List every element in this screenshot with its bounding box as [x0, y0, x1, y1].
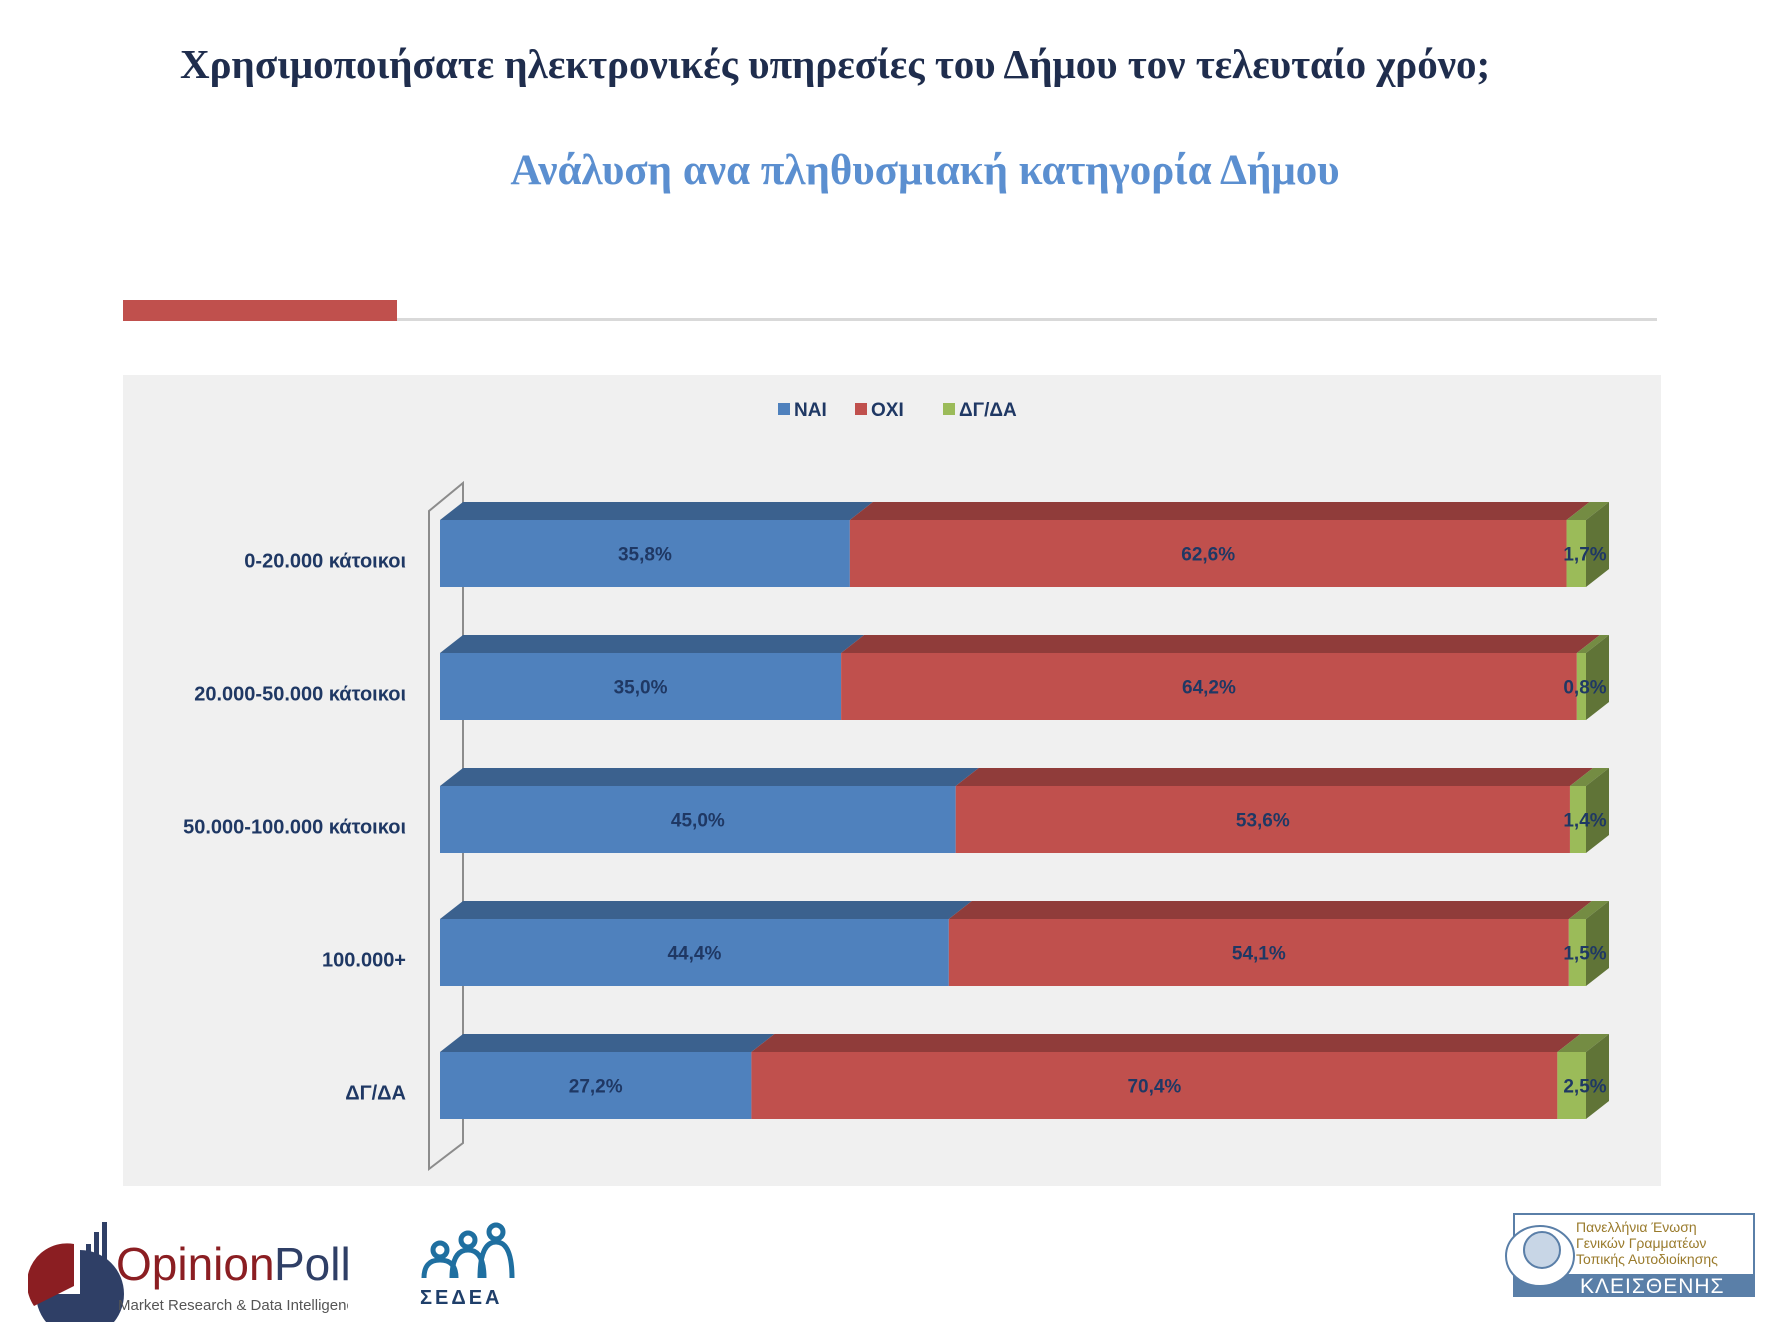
bar-side-face	[1586, 1034, 1609, 1119]
opinionpoll-tagline: Market Research & Data Intelligence	[118, 1297, 348, 1314]
bar-segment	[849, 520, 1567, 587]
sedea-logo: ΣΕΔΕΑ	[418, 1220, 538, 1310]
opinionpoll-name-part1: Opinion	[116, 1238, 275, 1290]
category-label: 20.000-50.000 κάτοικοι	[194, 684, 406, 706]
opinionpoll-logo-graphic: Opinion Poll Market Research & Data Inte…	[26, 1222, 362, 1332]
bar-top-face	[440, 635, 865, 653]
data-label: 70,4%	[1127, 1077, 1181, 1098]
divider-line	[397, 318, 1657, 321]
data-label: 35,8%	[618, 545, 672, 566]
bar-top-face	[1576, 635, 1609, 653]
category-label: 0-20.000 κάτοικοι	[244, 551, 406, 573]
kleisthenis-logo: Πανελλήνια Ένωση Γενικών Γραμματέων Τοπι…	[1502, 1212, 1758, 1302]
bar-segment	[948, 919, 1569, 986]
data-label: 62,6%	[1181, 545, 1235, 566]
bar-side-face	[1586, 635, 1609, 720]
legend-label: ΔΓ/ΔΑ	[959, 400, 1017, 421]
bar-segment	[440, 520, 850, 587]
bar-segment	[440, 919, 949, 986]
data-label: 64,2%	[1182, 678, 1236, 699]
bar-segment	[440, 1052, 752, 1119]
data-label: 1,4%	[1563, 811, 1606, 832]
bar-top-face	[1568, 901, 1609, 919]
kleisthenis-logo-graphic: Πανελλήνια Ένωση Γενικών Γραμματέων Τοπι…	[1505, 1213, 1755, 1298]
bar-top-face	[440, 901, 972, 919]
data-label: 0,8%	[1563, 678, 1606, 699]
data-label: 45,0%	[671, 811, 725, 832]
bar-segment	[1569, 786, 1586, 853]
bar-top-face	[751, 1034, 1581, 1052]
data-label: 53,6%	[1236, 811, 1290, 832]
bar-segment	[751, 1052, 1558, 1119]
legend-swatch	[943, 403, 955, 415]
accent-bar	[123, 300, 397, 321]
category-label: 100.000+	[322, 950, 406, 972]
kleisthenis-line2: Γενικών Γραμματέων	[1576, 1235, 1706, 1251]
bar-segment	[1566, 520, 1586, 587]
data-label: 27,2%	[569, 1077, 623, 1098]
bar-segment	[841, 653, 1577, 720]
kleisthenis-line1: Πανελλήνια Ένωση	[1576, 1219, 1697, 1235]
bar-top-face	[440, 768, 979, 786]
bar-side-face	[1586, 502, 1609, 587]
bar-segment	[440, 653, 842, 720]
legend-label: ΟΧΙ	[871, 400, 904, 421]
bar-segment	[1557, 1052, 1586, 1119]
bar-segment	[955, 786, 1570, 853]
category-label: ΔΓ/ΔΑ	[345, 1083, 406, 1105]
bar-top-face	[955, 768, 1593, 786]
data-label: 1,7%	[1563, 545, 1606, 566]
legend-swatch	[778, 403, 790, 415]
bar-top-face	[1569, 768, 1609, 786]
bar-side-face	[1586, 901, 1609, 986]
data-label: 35,0%	[614, 678, 668, 699]
bar-side-face	[1586, 768, 1609, 853]
data-label: 54,1%	[1232, 944, 1286, 965]
bar-top-face	[849, 502, 1590, 520]
data-label: 2,5%	[1563, 1077, 1606, 1098]
bar-segment	[1568, 919, 1586, 986]
bar-top-face	[1566, 502, 1609, 520]
page-subtitle: Ανάλυση ανα πληθυσμιακή κατηγορία Δήμου	[510, 147, 1340, 194]
bar-top-face	[440, 1034, 775, 1052]
kleisthenis-name: ΚΛΕΙΣΘΕΝΗΣ	[1580, 1275, 1725, 1298]
bar-top-face	[1557, 1034, 1609, 1052]
data-label: 44,4%	[667, 944, 721, 965]
legend-swatch	[855, 403, 867, 415]
bar-segment	[1576, 653, 1586, 720]
bar-top-face	[948, 901, 1592, 919]
legend-label: ΝΑΙ	[794, 400, 827, 421]
kleisthenis-line3: Τοπικής Αυτοδιοίκησης	[1576, 1251, 1718, 1267]
page-title: Χρησιμοποιήσατε ηλεκτρονικές υπηρεσίες τ…	[180, 41, 1491, 87]
category-label: 50.000-100.000 κάτοικοι	[183, 817, 406, 839]
bar-segment	[440, 786, 956, 853]
opinionpoll-logo: Opinion Poll Market Research & Data Inte…	[26, 1210, 362, 1332]
data-label: 1,5%	[1563, 944, 1606, 965]
sedea-logo-graphic: ΣΕΔΕΑ	[420, 1222, 515, 1309]
opinionpoll-name-part2: Poll	[274, 1238, 348, 1290]
bar-top-face	[440, 502, 873, 520]
sedea-name: ΣΕΔΕΑ	[420, 1287, 503, 1309]
chart-area: ΝΑΙ ΟΧΙ ΔΓ/ΔΑ 0-20.000 κάτοικοι 35,8% 62,6% 1,…	[123, 375, 1661, 1186]
stacked-bar-chart: ΝΑΙ ΟΧΙ ΔΓ/ΔΑ 0-20.000 κάτοικοι 35,8% 62,6% 1,…	[183, 400, 1609, 1172]
bar-top-face	[841, 635, 1600, 653]
axis-wall	[428, 480, 464, 1172]
